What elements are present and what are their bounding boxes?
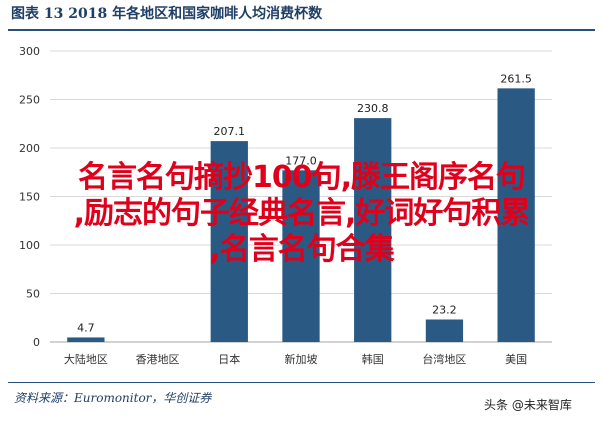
bar xyxy=(282,170,320,342)
x-tick-label: 韩国 xyxy=(362,352,384,366)
y-tick-label: 50 xyxy=(26,288,40,301)
bar xyxy=(210,141,248,342)
data-label: 207.1 xyxy=(214,125,246,138)
data-label: 23.2 xyxy=(432,303,457,316)
chart-header: 图表 13 2018 年各地区和国家咖啡人均消费杯数 xyxy=(0,0,603,26)
data-label: 4.7 xyxy=(77,321,95,334)
footer-divider xyxy=(8,382,595,383)
x-tick-label: 美国 xyxy=(505,353,527,366)
x-tick-label: 日本 xyxy=(218,352,240,366)
x-tick-label: 台湾地区 xyxy=(422,352,466,366)
data-label: 261.5 xyxy=(500,72,532,85)
overlay-line-3: ,名言名句合集 xyxy=(209,232,394,267)
source-note: 资料来源：Euromonitor，华创证券 xyxy=(14,391,212,405)
bar xyxy=(354,118,392,343)
x-tick-label: 新加坡 xyxy=(285,352,318,366)
y-tick-label: 100 xyxy=(19,239,40,252)
toutiao-watermark: 头条 @未来智库 xyxy=(484,398,572,412)
y-tick-label: 250 xyxy=(19,94,40,107)
overlay-line-1: 名言名句摘抄100句,滕王阁序名句 xyxy=(77,160,526,195)
bar xyxy=(497,88,535,342)
x-tick-label: 香港地区 xyxy=(136,353,180,366)
y-tick-label: 300 xyxy=(19,45,40,58)
bar xyxy=(67,337,105,342)
bar xyxy=(425,319,464,342)
y-tick-label: 0 xyxy=(33,336,40,349)
header-divider xyxy=(8,29,595,31)
y-tick-label: 150 xyxy=(19,191,40,204)
watermark-overlay-text: 名言名句摘抄100句,滕王阁序名句 ,励志的句子经典名言,好词好句积累 ,名言名… xyxy=(0,160,603,268)
x-tick-label: 大陆地区 xyxy=(64,352,108,366)
y-tick-label: 200 xyxy=(19,142,40,155)
chart-title: 图表 13 2018 年各地区和国家咖啡人均消费杯数 xyxy=(11,6,323,22)
data-label: 177.0 xyxy=(285,154,317,167)
data-label: 230.8 xyxy=(357,102,389,115)
overlay-line-2: ,励志的句子经典名言,好词好句积累 xyxy=(73,196,531,231)
bar-chart: 0 50 100 150 200 250 300 4.7 大陆地区 香港地区 207.1 日本 177.… xyxy=(19,45,552,366)
